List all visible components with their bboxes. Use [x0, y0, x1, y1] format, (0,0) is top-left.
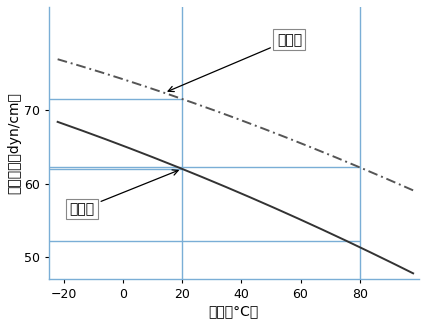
Text: 電解水: 電解水	[69, 170, 178, 216]
Text: 一般水: 一般水	[168, 33, 302, 92]
Y-axis label: 表面張力［dyn/cm］: 表面張力［dyn/cm］	[7, 92, 21, 194]
X-axis label: 温度［°C］: 温度［°C］	[209, 304, 259, 318]
